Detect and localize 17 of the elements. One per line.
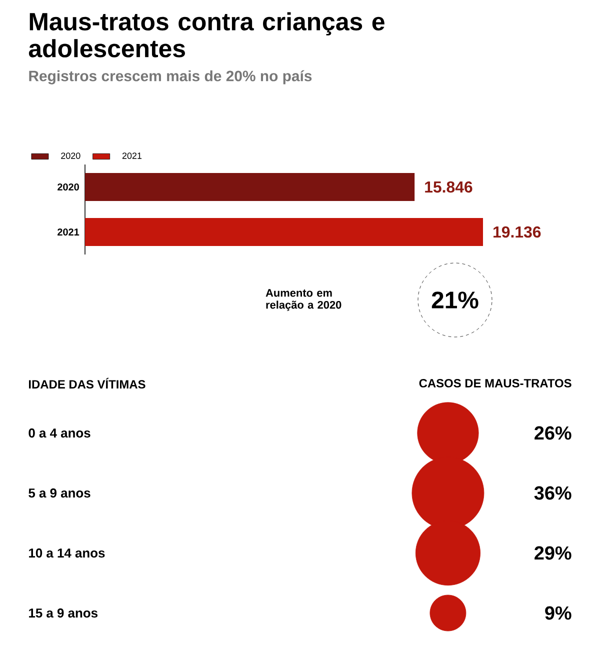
text: 21% xyxy=(432,292,478,308)
data-label: 19.136 xyxy=(494,226,541,238)
data-label: 26% xyxy=(534,426,572,440)
data-label: 36% xyxy=(534,486,572,500)
category-label: 10 a 14 anos xyxy=(29,548,105,558)
data-label: 9% xyxy=(545,606,572,620)
text: IDADE DAS VÍTIMAS xyxy=(28,378,146,389)
text: CASOS DE MAUS-TRATOS xyxy=(419,378,572,388)
chart-title: Maus-tratos contra crianças e adolescentes xyxy=(28,12,384,58)
category-label: 15 a 9 anos xyxy=(29,608,98,618)
category-label: 0 a 4 anos xyxy=(28,428,90,438)
data-label: 15.846 xyxy=(425,181,472,193)
data-label: 29% xyxy=(534,546,572,560)
legend-label: 2021 xyxy=(122,152,142,159)
chart-subtitle: Registros crescem mais de 20% no país xyxy=(29,70,312,84)
text: Aumento em relação a 2020 xyxy=(266,289,342,311)
category-label: 5 a 9 anos xyxy=(28,488,90,498)
